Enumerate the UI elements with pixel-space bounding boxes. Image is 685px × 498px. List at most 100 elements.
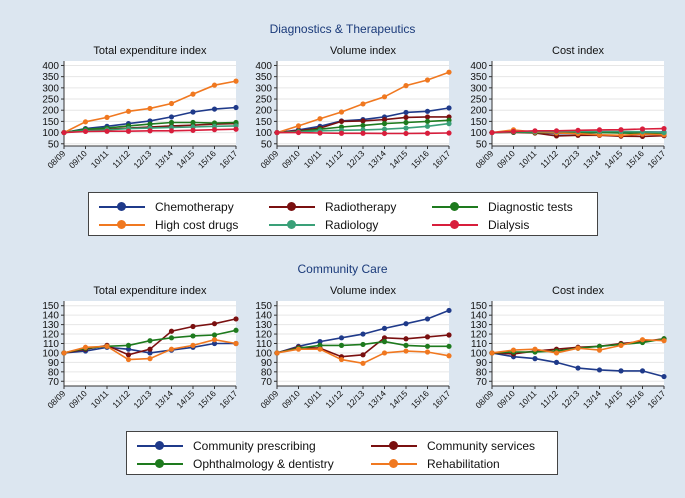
x-tick-label: 14/15 xyxy=(602,148,624,170)
y-tick-label: 100 xyxy=(470,348,487,359)
point-diagnostic-tests xyxy=(424,118,431,124)
point-high-cost-drugs xyxy=(190,91,196,97)
point-rehabilitation xyxy=(233,340,239,347)
legend-marker xyxy=(137,441,183,451)
point-community-services xyxy=(125,352,132,358)
legend-marker xyxy=(137,459,183,469)
y-tick-label: 300 xyxy=(255,83,272,94)
point-community-prescribing xyxy=(403,321,409,327)
point-rehabilitation xyxy=(618,342,624,348)
point-dialysis xyxy=(489,129,495,136)
x-tick-label: 15/16 xyxy=(624,388,646,410)
point-community-prescribing xyxy=(147,350,153,356)
point-high-cost-drugs xyxy=(233,78,239,84)
y-tick-label: 100 xyxy=(255,348,272,359)
point-community-services xyxy=(211,321,218,327)
x-tick-label: 09/10 xyxy=(495,388,517,410)
point-community-prescribing xyxy=(532,356,538,362)
point-community-prescribing xyxy=(424,316,431,322)
point-high-cost-drugs xyxy=(403,83,409,89)
x-tick-label: 12/13 xyxy=(344,388,366,410)
chart-title: Total expenditure index xyxy=(93,45,207,57)
y-tick-label: 350 xyxy=(255,72,272,83)
point-ophthalmology-dentistry xyxy=(190,333,196,339)
x-tick-label: 11/12 xyxy=(323,388,345,410)
legend-item-community-prescribing: Community prescribing xyxy=(137,439,316,453)
point-community-prescribing xyxy=(596,367,603,373)
point-rehabilitation xyxy=(61,350,67,356)
point-dialysis xyxy=(274,129,280,136)
x-tick-label: 08/09 xyxy=(258,148,280,170)
legend-label: Dialysis xyxy=(488,218,530,232)
point-dialysis xyxy=(510,128,517,135)
y-tick-label: 100 xyxy=(42,348,59,359)
point-diagnostic-tests xyxy=(190,119,196,126)
point-rehabilitation xyxy=(125,356,132,363)
x-tick-label: 08/09 xyxy=(473,148,495,170)
point-high-cost-drugs xyxy=(424,77,431,83)
legend-item-high-cost-drugs: High cost drugs xyxy=(99,218,238,232)
x-tick-label: 14/15 xyxy=(174,148,196,170)
x-tick-label: 12/13 xyxy=(559,148,581,170)
point-dialysis xyxy=(596,127,603,133)
point-ophthalmology-dentistry xyxy=(168,335,175,341)
point-chemotherapy xyxy=(190,109,196,115)
point-rehabilitation xyxy=(553,350,560,356)
chart-title: Volume index xyxy=(330,45,397,57)
x-tick-label: 14/15 xyxy=(602,388,624,410)
x-tick-label: 10/11 xyxy=(302,148,324,170)
y-tick-label: 300 xyxy=(470,83,487,94)
y-tick-label: 200 xyxy=(255,106,272,117)
x-tick-label: 10/11 xyxy=(89,388,111,410)
y-tick-label: 200 xyxy=(42,106,59,117)
legend-item-rehabilitation: Rehabilitation xyxy=(371,457,500,471)
point-chemotherapy xyxy=(211,106,218,112)
point-rehabilitation xyxy=(211,337,218,343)
x-tick-label: 16/17 xyxy=(645,388,667,410)
point-dialysis xyxy=(82,128,89,135)
x-tick-label: 13/14 xyxy=(366,148,388,170)
legend-item-dialysis: Dialysis xyxy=(432,218,529,232)
legend-label: Radiology xyxy=(325,218,379,232)
point-rehabilitation xyxy=(575,345,581,351)
point-dialysis xyxy=(618,127,624,133)
y-tick-label: 350 xyxy=(470,72,487,83)
y-tick-label: 150 xyxy=(470,301,487,312)
y-tick-label: 130 xyxy=(255,320,272,331)
point-community-services xyxy=(360,352,366,358)
x-tick-label: 15/16 xyxy=(196,148,218,170)
x-tick-label: 11/12 xyxy=(538,388,560,410)
point-diagnostic-tests xyxy=(403,119,409,126)
x-tick-label: 13/14 xyxy=(366,388,388,410)
point-dialysis xyxy=(104,128,110,134)
point-community-services xyxy=(446,332,452,338)
x-tick-label: 15/16 xyxy=(624,148,646,170)
y-tick-label: 80 xyxy=(476,367,488,378)
legend-diagnostics: Chemotherapy Radiotherapy Diagnostic tests… xyxy=(88,192,598,236)
section-title-community: Community Care xyxy=(297,262,388,276)
x-tick-label: 13/14 xyxy=(153,148,175,170)
x-tick-label: 09/10 xyxy=(495,148,517,170)
point-radiology xyxy=(446,121,452,127)
y-tick-label: 110 xyxy=(43,339,59,350)
y-tick-label: 90 xyxy=(261,358,273,369)
point-rehabilitation xyxy=(190,342,196,348)
y-tick-label: 50 xyxy=(48,139,60,150)
point-high-cost-drugs xyxy=(618,132,624,138)
point-community-prescribing xyxy=(661,373,667,380)
point-dialysis xyxy=(403,130,409,137)
x-tick-label: 09/10 xyxy=(67,148,89,170)
legend-marker xyxy=(432,202,478,212)
point-dialysis xyxy=(424,130,431,136)
x-tick-label: 12/13 xyxy=(344,148,366,170)
x-tick-label: 11/12 xyxy=(323,148,345,170)
point-dialysis xyxy=(575,127,581,133)
x-tick-label: 09/10 xyxy=(280,148,302,170)
point-diagnostic-tests xyxy=(147,121,153,127)
x-tick-label: 11/12 xyxy=(538,148,560,170)
point-rehabilitation xyxy=(403,348,409,354)
point-rehabilitation xyxy=(489,350,495,356)
legend-item-ophthalmology-dentistry: Ophthalmology & dentistry xyxy=(137,457,334,471)
x-tick-label: 12/13 xyxy=(131,388,153,410)
y-tick-label: 100 xyxy=(470,128,487,139)
